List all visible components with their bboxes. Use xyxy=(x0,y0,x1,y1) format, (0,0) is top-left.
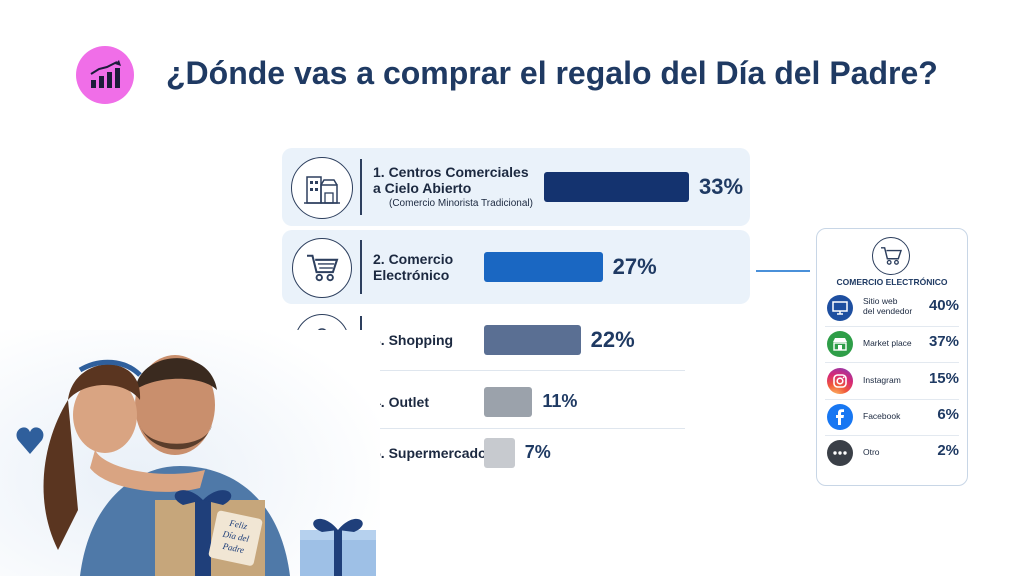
ecommerce-item-value: 40% xyxy=(928,297,959,314)
category-label: 1. Centros Comerciales a Cielo Abierto xyxy=(373,164,529,196)
row-separator xyxy=(290,370,685,371)
category-label: 5. Supermercados xyxy=(373,445,495,461)
marketplace-store-icon xyxy=(827,331,853,357)
ecommerce-item-value: 2% xyxy=(937,442,959,459)
value-label: 7% xyxy=(524,442,551,462)
ecommerce-breakdown-panel: COMERCIO ELECTRÓNICO Sitio web del vende… xyxy=(816,228,968,486)
connector-line xyxy=(756,270,810,272)
facebook-icon xyxy=(827,404,853,430)
category-label: 3. Shopping xyxy=(373,332,454,348)
ecommerce-item-label: Sitio web del vendedor xyxy=(863,296,913,316)
ecommerce-item-separator xyxy=(825,326,959,327)
svg-text:Padre: Padre xyxy=(221,541,245,555)
bar xyxy=(484,438,515,468)
bar xyxy=(484,387,533,417)
ecommerce-item-value: 15% xyxy=(928,370,959,387)
storefront-buildings-icon xyxy=(291,157,353,219)
header-icon-circle xyxy=(76,46,134,104)
ecommerce-item: Market place 37% xyxy=(825,325,959,363)
row-divider xyxy=(360,159,362,215)
bar xyxy=(484,252,603,282)
value-label: 33% xyxy=(699,174,744,199)
value-label: 11% xyxy=(542,391,578,411)
ecommerce-item-separator xyxy=(825,362,959,363)
ecommerce-item-value: 37% xyxy=(928,333,959,350)
row-divider xyxy=(360,240,362,294)
shopping-cart-icon xyxy=(881,247,902,265)
page-title: ¿Dónde vas a comprar el regalo del Día d… xyxy=(166,55,938,91)
ecommerce-item-label: Otro xyxy=(863,447,880,457)
ecommerce-panel-title: COMERCIO ELECTRÓNICO xyxy=(836,277,948,287)
ecommerce-item-separator xyxy=(825,435,959,436)
ecommerce-item-label: Instagram xyxy=(863,375,901,385)
ecommerce-item-separator xyxy=(825,399,959,400)
bar xyxy=(484,325,581,355)
ecommerce-item: Facebook 6% xyxy=(825,398,959,436)
ecommerce-item: Otro 2% xyxy=(825,434,959,470)
category-label: 4. Outlet xyxy=(373,394,430,410)
value-label: 27% xyxy=(612,254,657,279)
category-subtitle: (Comercio Minorista Tradicional) xyxy=(389,198,533,209)
ecommerce-item: Sitio web del vendedor 40% xyxy=(825,289,959,327)
monitor-icon xyxy=(827,295,853,321)
ecommerce-item-label: Facebook xyxy=(863,411,901,421)
ecommerce-item-label: Market place xyxy=(863,338,912,348)
side-cart-icon-circle xyxy=(872,237,910,275)
value-label: 22% xyxy=(590,327,635,352)
ecommerce-item-value: 6% xyxy=(937,406,959,423)
gift-tag-text: Feliz xyxy=(228,518,249,532)
row-separator xyxy=(290,428,685,429)
heart-icon xyxy=(16,427,44,454)
ecommerce-item: Instagram 15% xyxy=(825,362,959,400)
instagram-icon xyxy=(827,368,853,394)
bar-chart-growth-icon xyxy=(90,60,121,88)
father-daughter-photo: Feliz Día del Padre xyxy=(0,330,380,576)
more-dots-icon xyxy=(827,440,853,466)
shopping-cart-icon xyxy=(292,238,352,298)
category-label: 2. Comercio Electrónico xyxy=(373,251,454,283)
bar xyxy=(544,172,689,202)
